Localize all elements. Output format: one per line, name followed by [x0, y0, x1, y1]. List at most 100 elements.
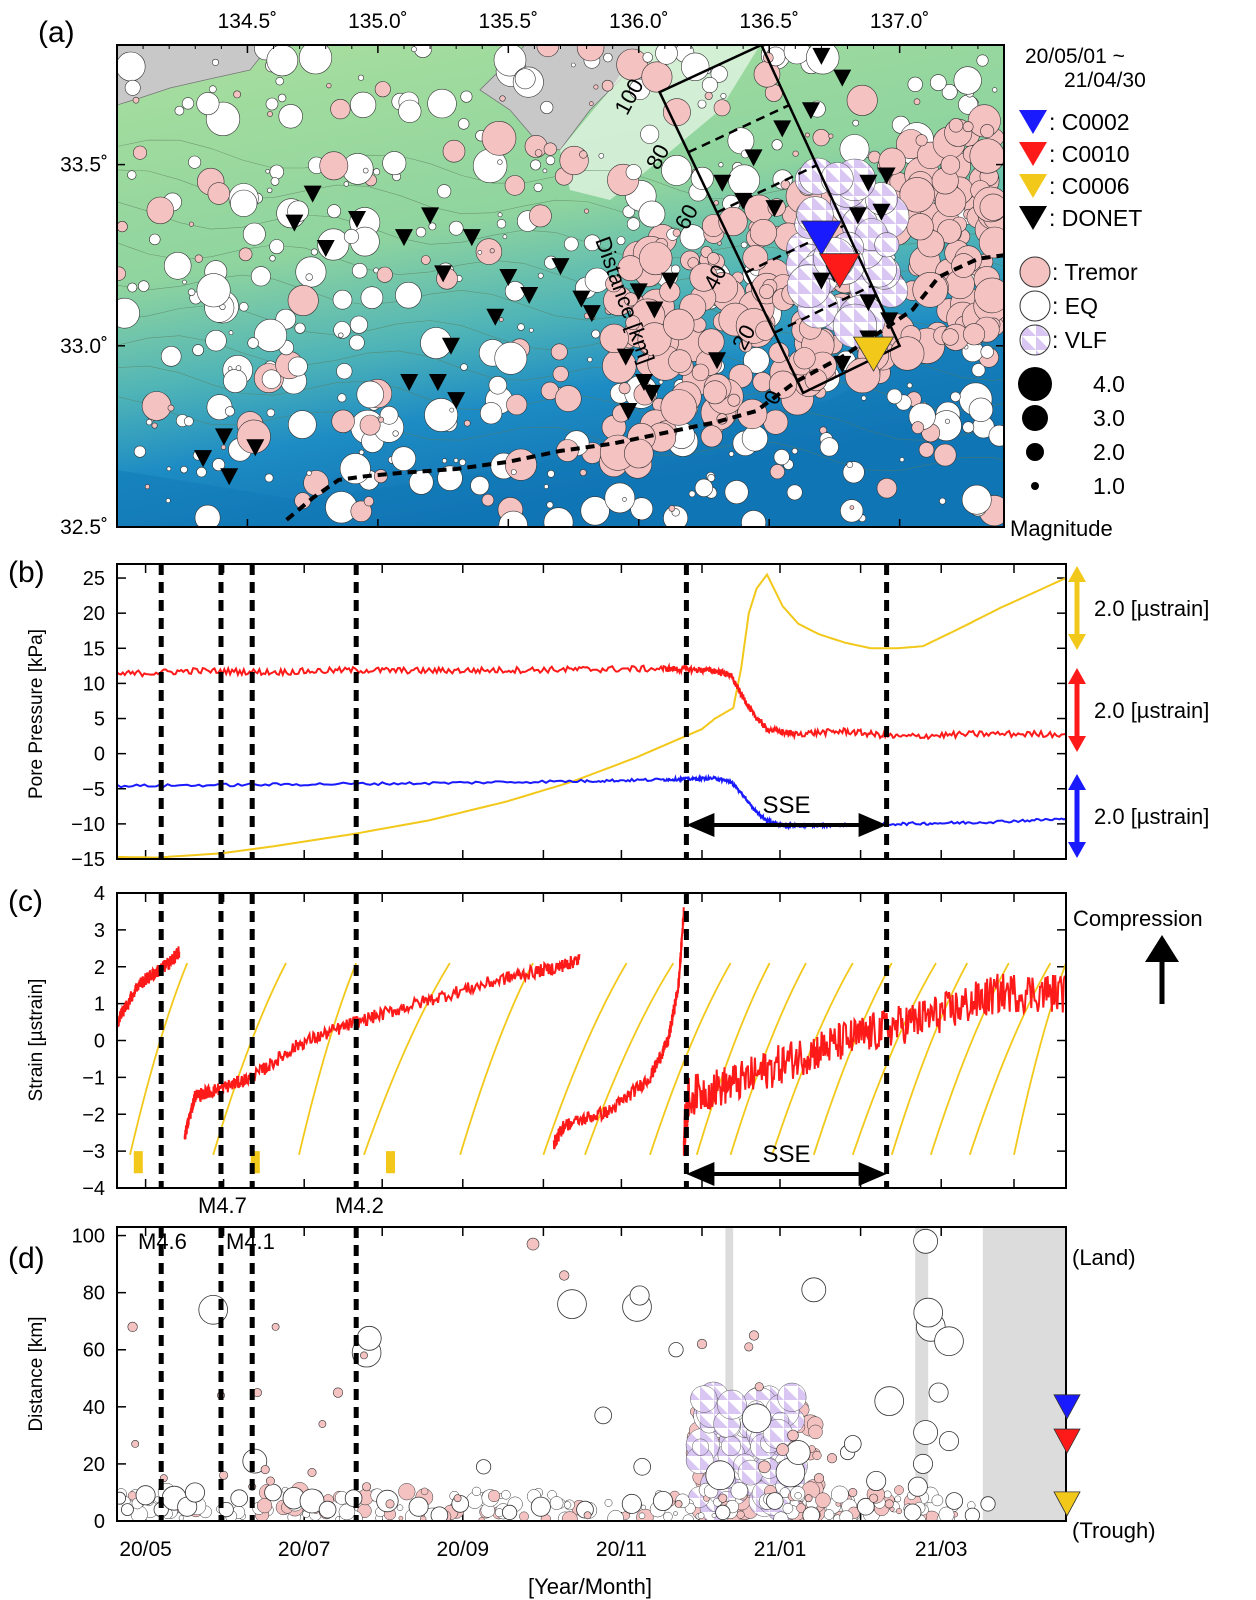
eq-event-circle [557, 1289, 587, 1319]
period-line-1: 20/05/01 ~ [1025, 45, 1125, 68]
legend-magnitude-icon [1026, 443, 1044, 461]
eq-event-circle [430, 1506, 449, 1521]
red-strain-segment [183, 953, 581, 1140]
contour-line [117, 396, 1004, 471]
panel-c-label: (c) [8, 885, 43, 918]
eq-circle [117, 266, 126, 281]
tremor-event-circle [748, 1330, 760, 1341]
shallow-event-circle [815, 1492, 831, 1508]
eq-circle [480, 402, 503, 425]
eq-circle [196, 273, 231, 308]
eq-circle [382, 151, 407, 176]
eq-circle [528, 327, 534, 333]
donet-station-marker [859, 294, 878, 312]
ytick-label: 4 [94, 883, 105, 905]
eq-circle [305, 273, 313, 281]
eq-circle [332, 289, 353, 310]
scale-bar-head [1068, 566, 1086, 582]
eq-event-circle [668, 1342, 684, 1358]
ytick-label: 100 [72, 1226, 105, 1248]
shallow-event-circle [471, 1486, 482, 1497]
longitude-tick-label: 136.5˚ [739, 10, 799, 33]
eq-event-circle [629, 1285, 650, 1306]
tremor-circle [742, 245, 769, 271]
eq-circle [493, 45, 527, 77]
eq-circle [852, 119, 860, 127]
eq-circle [212, 58, 220, 66]
donet-stations [194, 47, 899, 486]
shallow-event-circle [638, 1512, 646, 1520]
panel-d-frame [116, 1226, 1067, 1522]
eq-circle [506, 394, 528, 416]
longitude-tick-label: 136.0˚ [609, 10, 669, 33]
period-line-2: 21/04/30 [1064, 69, 1146, 92]
shallow-event-circle [895, 1508, 903, 1515]
eq-circle [224, 406, 235, 417]
eq-circle [326, 82, 332, 89]
eq-circle [622, 497, 627, 502]
eq-circle [392, 430, 399, 437]
eq-circle [442, 139, 466, 163]
yellow-strain-ramp [729, 962, 807, 1156]
eq-circle [127, 282, 138, 293]
shallow-event-circle [257, 1498, 273, 1514]
tremor-circle [768, 370, 797, 399]
donet-station-marker [642, 384, 661, 402]
eq-circle [933, 443, 957, 467]
eq-circle [194, 254, 203, 263]
panel-c-strain: (c) Strain [µstrain] 4 3 2 1 0 −1 −2 −3 −4 SSE C… [8, 883, 1203, 1218]
eq-circle [886, 388, 903, 405]
tremor-event-circle [744, 1342, 754, 1352]
tremor-circle [948, 118, 964, 133]
shallow-event-circle [894, 1495, 902, 1503]
eq-circle [601, 79, 614, 92]
eq-circle [741, 425, 769, 452]
eq-circle [207, 182, 231, 205]
eq-event-circle [344, 1489, 363, 1507]
panel-b-sse-arrow [683, 564, 890, 859]
yellow-strain-ramp [929, 962, 1010, 1156]
tremor-circle [660, 389, 697, 426]
eq-circle [167, 404, 175, 412]
eq-circle [330, 98, 351, 120]
tremor-event-circle [271, 1323, 280, 1331]
eq-circle [545, 155, 556, 166]
scale-bar-head [1068, 774, 1086, 790]
shallow-event-circle [519, 1511, 529, 1521]
eq-circle [146, 419, 153, 426]
ytick-label: 15 [83, 638, 105, 660]
eq-event-circle [242, 1448, 268, 1474]
eq-circle [661, 154, 693, 186]
xtick-label: 20/11 [596, 1538, 647, 1561]
donet-station-marker [520, 287, 539, 305]
shallow-event-circle [773, 1511, 789, 1521]
eq-circle [424, 398, 459, 432]
eq-circle [261, 369, 282, 389]
donet-station-marker [629, 283, 648, 301]
eq-circle [773, 449, 790, 466]
tremor-circle [980, 124, 995, 139]
ytick-label: −2 [82, 1104, 105, 1126]
tremor-circle [623, 438, 654, 469]
legend-event-icon [1019, 290, 1051, 322]
tremor-event-circle [583, 1511, 592, 1520]
ytick-label: 60 [83, 1340, 105, 1362]
eq-circle [550, 343, 568, 361]
eq-circle [497, 159, 503, 165]
eq-circle [194, 504, 221, 527]
eq-circle [718, 162, 724, 168]
eq-circle [728, 164, 761, 197]
ytick-label: 5 [94, 709, 105, 731]
eq-circle [267, 111, 273, 117]
eq-circle [514, 68, 536, 90]
donet-station-marker [616, 348, 635, 366]
eq-circle [238, 247, 253, 262]
eq-circle [163, 251, 192, 280]
panel-a-legend: 20/05/01 ~ 21/04/30 : C0002: C0010: C000… [1010, 45, 1146, 541]
panel-d-eq-lines [158, 1227, 359, 1521]
magnitude-title: Magnitude [1010, 516, 1113, 541]
xtick-label: 21/01 [754, 1538, 807, 1561]
eq-circle [146, 196, 175, 225]
eq-circle [554, 385, 582, 412]
yellow-strain-block [133, 1151, 143, 1174]
